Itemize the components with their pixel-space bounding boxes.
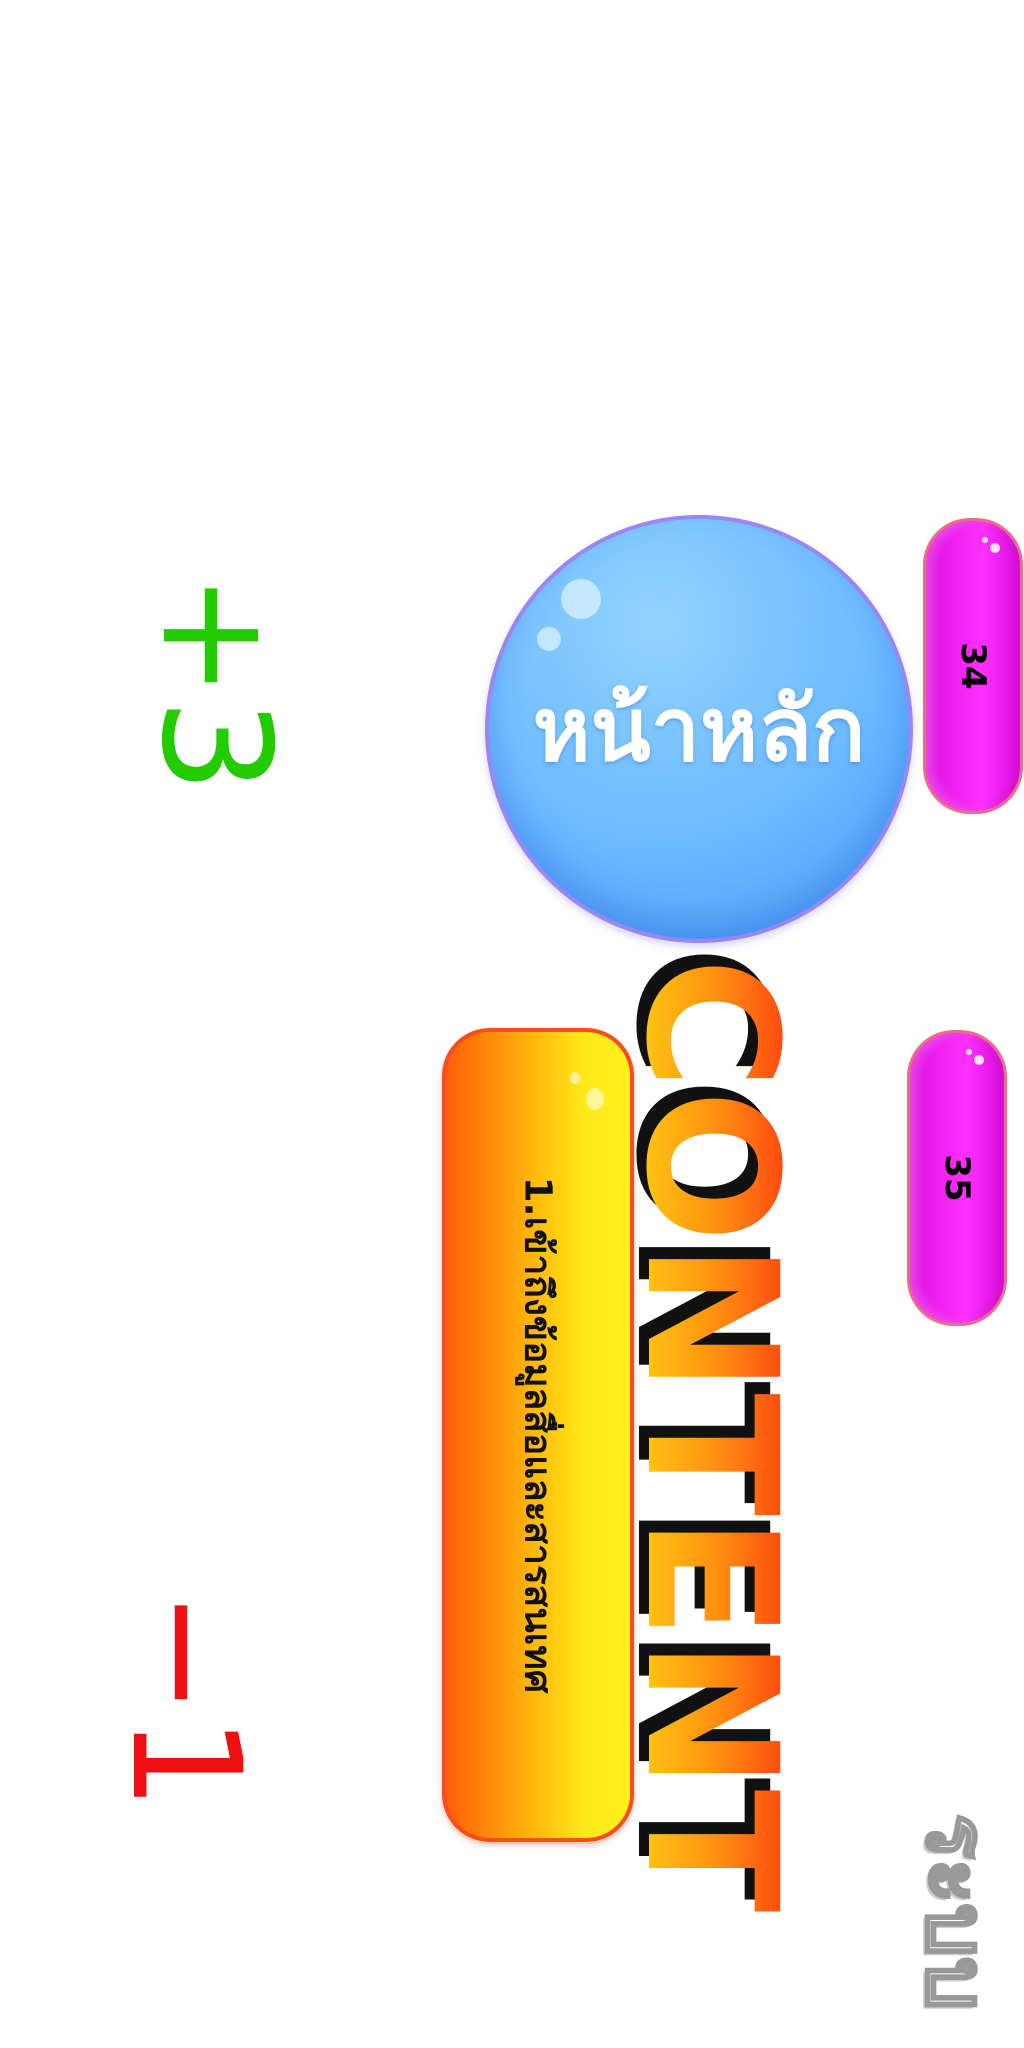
shine-icon: [974, 1055, 984, 1065]
score-negative: −1: [98, 1589, 272, 1811]
page-number: 35: [937, 1154, 977, 1202]
content-heading: CONTENT CONTENT: [596, 946, 815, 1913]
home-button[interactable]: หน้าหลัก: [485, 515, 913, 943]
shine-icon: [570, 1072, 580, 1084]
page-number: 34: [953, 642, 993, 690]
bubble-icon: [537, 627, 561, 651]
logo: ระบบ: [907, 1812, 1008, 2012]
topic-button[interactable]: 1.เข้าถึงข้อมูลสื่อและสารสนเทศ: [442, 1028, 634, 1842]
shine-icon: [982, 537, 988, 543]
content-heading-text: CONTENT: [606, 957, 815, 1913]
topic-button-label: 1.เข้าถึงข้อมูลสื่อและสารสนเทศ: [516, 1176, 560, 1694]
shine-icon: [586, 1088, 604, 1110]
shine-icon: [990, 543, 1000, 553]
bubble-icon: [561, 579, 601, 619]
score-positive: +3: [128, 572, 302, 794]
page-button-34[interactable]: 34: [923, 518, 1023, 814]
page-button-35[interactable]: 35: [907, 1030, 1007, 1326]
home-button-label: หน้าหลัก: [532, 678, 866, 781]
shine-icon: [966, 1049, 972, 1055]
